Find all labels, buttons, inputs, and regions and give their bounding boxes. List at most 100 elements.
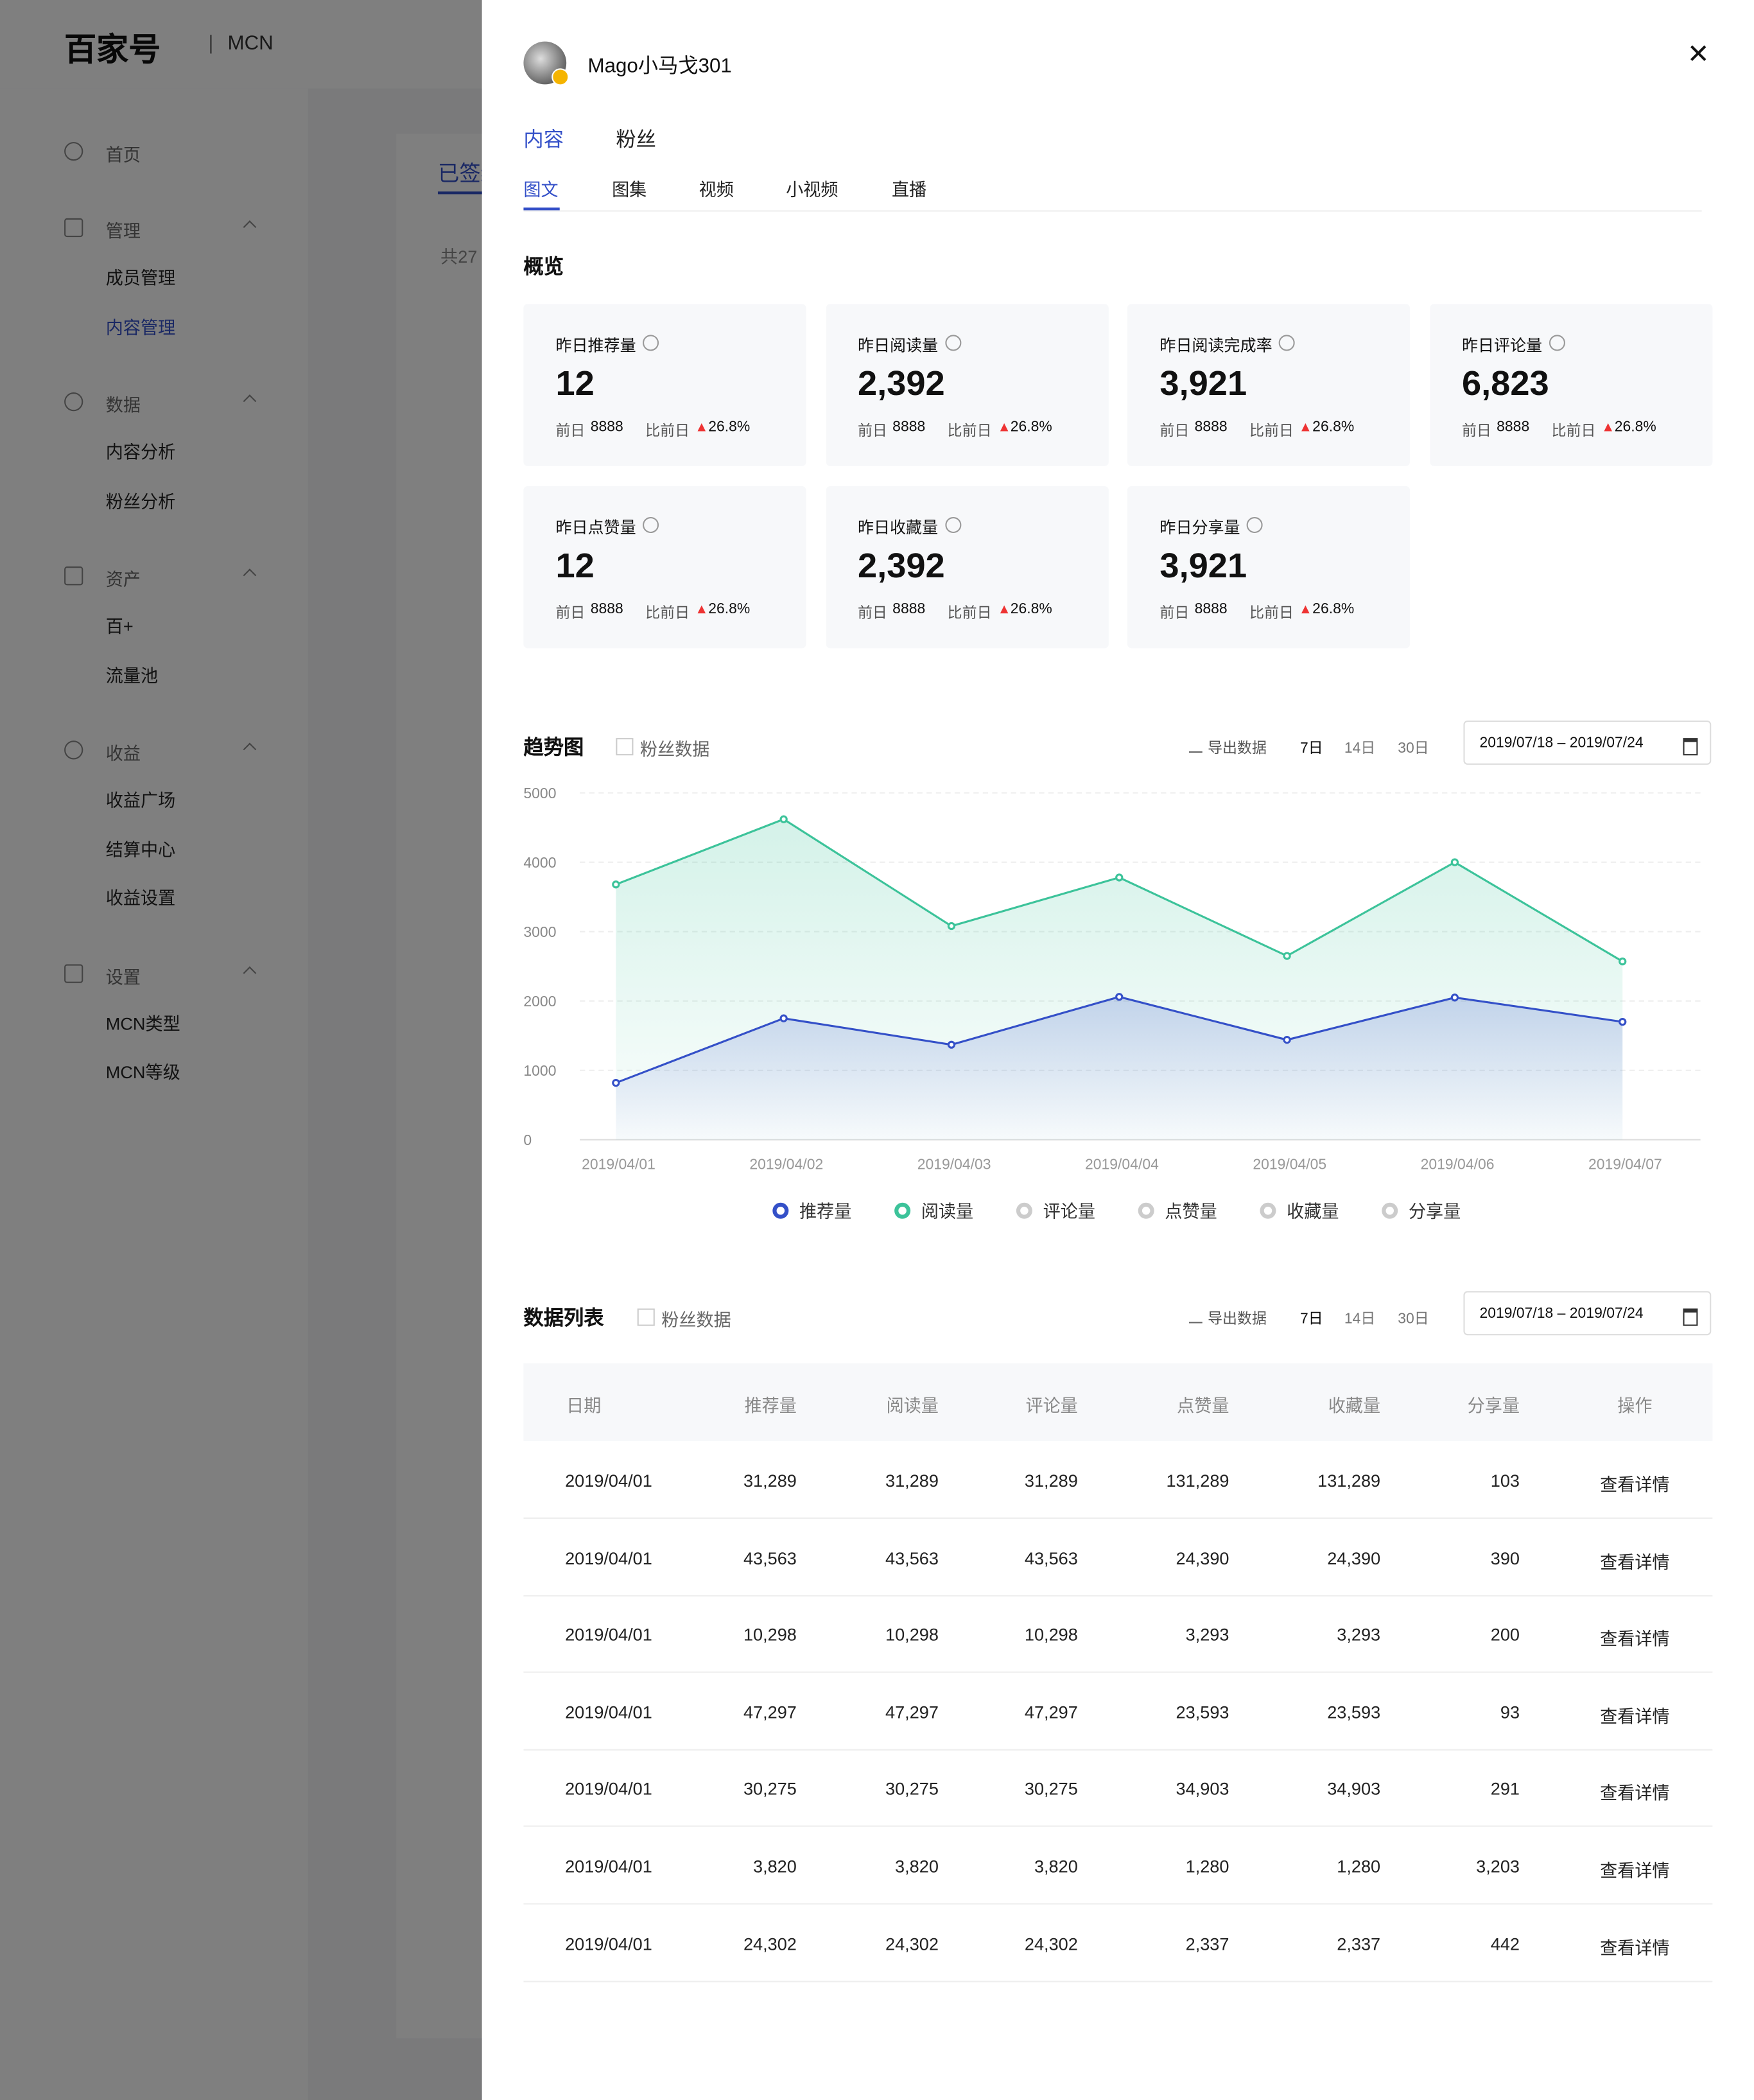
cell: 47,297 — [885, 1702, 939, 1722]
cell: 30,275 — [885, 1779, 939, 1799]
range[interactable]: 14日 — [1344, 1311, 1376, 1327]
action-link[interactable]: 查看详情 — [1600, 1937, 1670, 1958]
date-picker[interactable] — [1463, 720, 1712, 765]
stat-prev-label: 前日 — [1461, 423, 1491, 440]
cell: 442 — [1490, 1933, 1520, 1954]
cell: 34,903 — [1327, 1779, 1381, 1799]
point — [779, 815, 788, 823]
cell: 2,337 — [1185, 1933, 1229, 1954]
cell: 23,593 — [1176, 1702, 1229, 1722]
cell: 24,390 — [1176, 1547, 1229, 1568]
cell: 103 — [1490, 1470, 1520, 1491]
stat-label: 昨日阅读完成率 — [1159, 336, 1272, 355]
calendar-icon — [1683, 1308, 1698, 1326]
help-icon — [944, 517, 961, 534]
badge — [551, 68, 569, 86]
export[interactable]: 导出数据 — [1208, 740, 1267, 757]
tab[interactable]: 内容 — [523, 128, 564, 152]
table-header — [523, 1363, 1713, 1441]
point — [947, 922, 956, 931]
stat-card — [825, 304, 1108, 466]
stat-cmp-label: 比前日 — [1249, 423, 1294, 440]
date-range: 2019/07/18 – 2019/07/24 — [1479, 735, 1644, 751]
cell: 3,820 — [895, 1856, 939, 1877]
cell: 3,293 — [1337, 1625, 1381, 1645]
cell: 10,298 — [1024, 1625, 1078, 1645]
up-arrow — [1604, 423, 1612, 432]
section-title: 趋势图 — [523, 737, 584, 760]
point — [1450, 858, 1459, 866]
subtab[interactable]: 图集 — [612, 179, 647, 200]
point — [1283, 952, 1291, 960]
point — [1115, 873, 1124, 882]
cell: 3,293 — [1185, 1625, 1229, 1645]
legend-label: 评论量 — [1043, 1202, 1095, 1221]
subtab[interactable]: 图文 — [523, 179, 559, 200]
range[interactable]: 7日 — [1300, 740, 1323, 757]
cell: 31,289 — [1024, 1470, 1078, 1491]
point — [1450, 993, 1459, 1002]
subtab-underline — [523, 207, 560, 211]
action-link[interactable]: 查看详情 — [1600, 1860, 1670, 1881]
checkbox[interactable] — [616, 738, 634, 756]
stat-cmp-label: 比前日 — [1551, 423, 1596, 440]
subtab[interactable]: 小视频 — [786, 179, 838, 200]
stat-card — [1127, 486, 1411, 649]
legend-marker — [1138, 1202, 1154, 1219]
row-rule — [523, 1594, 1713, 1597]
help-icon — [643, 517, 659, 534]
section-title: 概览 — [523, 256, 564, 279]
up-arrow — [1301, 605, 1310, 614]
export-icon — [1188, 1309, 1203, 1324]
cell: 2019/04/01 — [565, 1470, 652, 1491]
column-header: 评论量 — [1025, 1396, 1078, 1416]
stat-cmp: 26.8% — [1312, 601, 1355, 618]
cell: 30,275 — [743, 1779, 797, 1799]
range[interactable]: 30日 — [1398, 1311, 1429, 1327]
point — [612, 1079, 620, 1087]
date-picker[interactable] — [1463, 1291, 1712, 1336]
action-link[interactable]: 查看详情 — [1600, 1474, 1670, 1495]
stat-label: 昨日收藏量 — [857, 518, 939, 538]
point — [1619, 1017, 1627, 1026]
up-arrow — [1000, 423, 1008, 432]
point — [1619, 957, 1627, 966]
stat-card — [1127, 304, 1411, 466]
cell: 3,820 — [1034, 1856, 1078, 1877]
stat-prev: 8888 — [590, 601, 623, 618]
point — [779, 1014, 788, 1022]
cell: 10,298 — [885, 1625, 939, 1645]
stat-label: 昨日推荐量 — [555, 336, 636, 355]
action-link[interactable]: 查看详情 — [1600, 1706, 1670, 1726]
stat-prev: 8888 — [892, 601, 926, 618]
help-icon — [944, 335, 961, 351]
export[interactable]: 导出数据 — [1208, 1311, 1267, 1327]
help-icon — [1246, 517, 1263, 534]
x-tick-label: 2019/04/03 — [917, 1156, 991, 1173]
cell: 2019/04/01 — [565, 1856, 652, 1877]
action-link[interactable]: 查看详情 — [1600, 1552, 1670, 1572]
x-tick-label: 2019/04/01 — [582, 1156, 656, 1173]
column-header: 阅读量 — [886, 1396, 939, 1416]
subtab[interactable]: 视频 — [699, 179, 734, 200]
action-link[interactable]: 查看详情 — [1600, 1783, 1670, 1803]
y-tick-label: 3000 — [523, 923, 556, 940]
checkbox[interactable] — [637, 1308, 655, 1326]
stat-cmp-label: 比前日 — [645, 423, 690, 440]
y-tick-label: 5000 — [523, 785, 556, 801]
stat-prev-label: 前日 — [1159, 605, 1190, 622]
legend-marker — [1016, 1202, 1032, 1219]
stat-cmp: 26.8% — [1010, 419, 1052, 435]
cell: 3,820 — [752, 1856, 797, 1877]
cell: 2019/04/01 — [565, 1933, 652, 1954]
close[interactable]: ✕ — [1687, 40, 1710, 70]
action-link[interactable]: 查看详情 — [1600, 1629, 1670, 1649]
cell: 131,289 — [1166, 1470, 1229, 1491]
tab[interactable]: 粉丝 — [616, 128, 656, 152]
subtab[interactable]: 直播 — [891, 179, 927, 200]
range[interactable]: 7日 — [1300, 1311, 1323, 1327]
range[interactable]: 14日 — [1344, 740, 1376, 757]
range[interactable]: 30日 — [1398, 740, 1429, 757]
stat-label: 昨日分享量 — [1159, 518, 1240, 538]
